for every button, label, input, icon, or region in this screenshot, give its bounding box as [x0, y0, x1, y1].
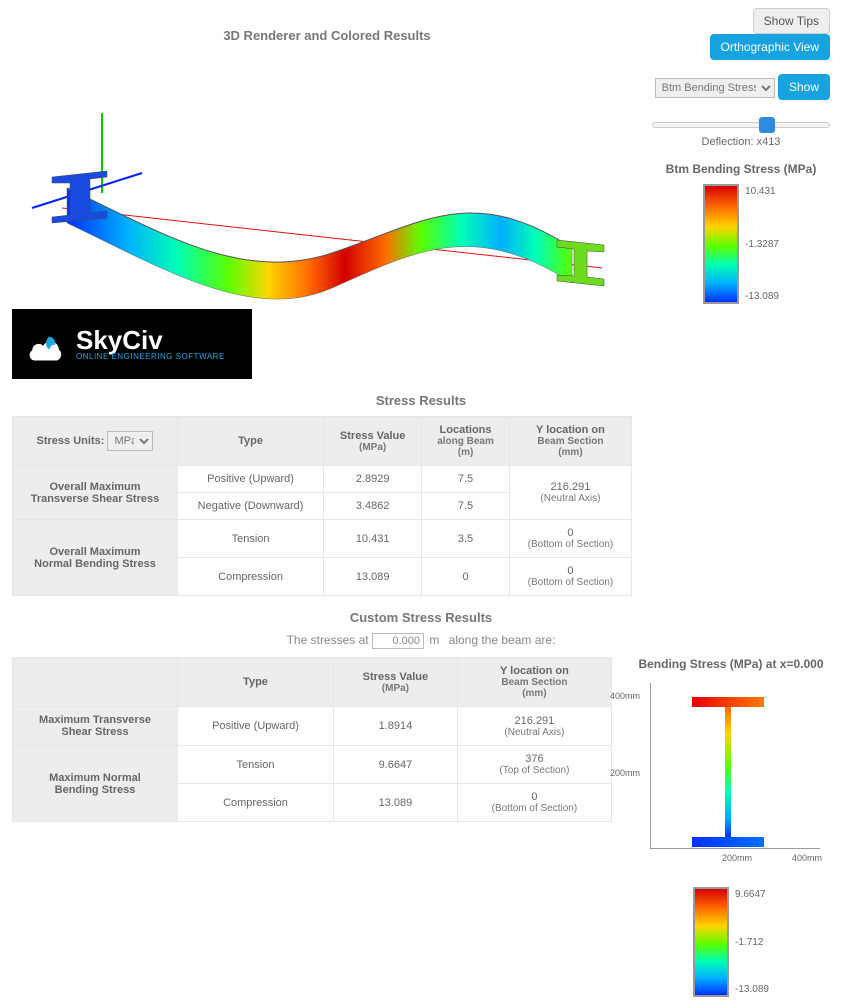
stress-units-select[interactable]: MPa: [107, 431, 153, 451]
ccol-val: Stress Value(MPa): [333, 658, 457, 707]
deflection-label: Deflection: x413: [652, 136, 830, 148]
col-y: Y location onBeam Section(mm): [509, 417, 631, 466]
custom-x-input[interactable]: [372, 633, 424, 649]
legend2-bot: -13.089: [735, 984, 769, 995]
view-mode-button[interactable]: Orthographic View: [710, 34, 831, 60]
stress-results-table: Stress Units: MPa Type Stress Value(MPa)…: [12, 416, 632, 596]
custom-results-table: Type Stress Value(MPa) Y location onBeam…: [12, 657, 612, 822]
col-loc: Locationsalong Beam(m): [422, 417, 510, 466]
show-button[interactable]: Show: [778, 74, 830, 100]
color-legend-2: 9.6647 -1.712 -13.089: [632, 887, 830, 997]
custom-results-title: Custom Stress Results: [12, 610, 830, 625]
render-viewport[interactable]: [12, 53, 642, 303]
table-row-label: Maximum TransverseShear Stress: [13, 707, 178, 746]
render-title: 3D Renderer and Colored Results: [12, 28, 642, 43]
logo-sub: ONLINE ENGINEERING SOFTWARE: [76, 353, 225, 361]
legend2-top: 9.6647: [735, 889, 769, 900]
ccol-type: Type: [178, 658, 334, 707]
ccol-y: Y location onBeam Section(mm): [457, 658, 611, 707]
col-val: Stress Value(MPa): [324, 417, 422, 466]
col-type: Type: [178, 417, 324, 466]
stress-results-title: Stress Results: [12, 393, 830, 408]
custom-sentence: The stresses at m along the beam are:: [12, 633, 830, 649]
logo-name: SkyCiv: [76, 327, 225, 353]
legend1-mid: -1.3287: [745, 239, 779, 250]
table-row-label: Overall MaximumTransverse Shear Stress: [13, 466, 178, 520]
stress-units-label: Stress Units:: [37, 435, 105, 447]
table-row-label: Overall MaximumNormal Bending Stress: [13, 520, 178, 596]
show-tips-button[interactable]: Show Tips: [753, 8, 830, 34]
deflection-slider[interactable]: [652, 118, 830, 132]
legend1-title: Btm Bending Stress (MPa): [652, 162, 830, 176]
result-type-select[interactable]: Btm Bending Stress: [655, 78, 775, 98]
color-legend-1: 10.431 -1.3287 -13.089: [652, 184, 830, 304]
legend1-bot: -13.089: [745, 291, 779, 302]
brand-logo: SkyCiv ONLINE ENGINEERING SOFTWARE: [12, 309, 252, 379]
legend2-mid: -1.712: [735, 937, 769, 948]
legend1-top: 10.431: [745, 186, 779, 197]
chart-title: Bending Stress (MPa) at x=0.000: [632, 657, 830, 671]
table-row-label: Maximum NormalBending Stress: [13, 746, 178, 822]
section-chart: 400mm 200mm 200mm 400mm: [632, 683, 822, 873]
